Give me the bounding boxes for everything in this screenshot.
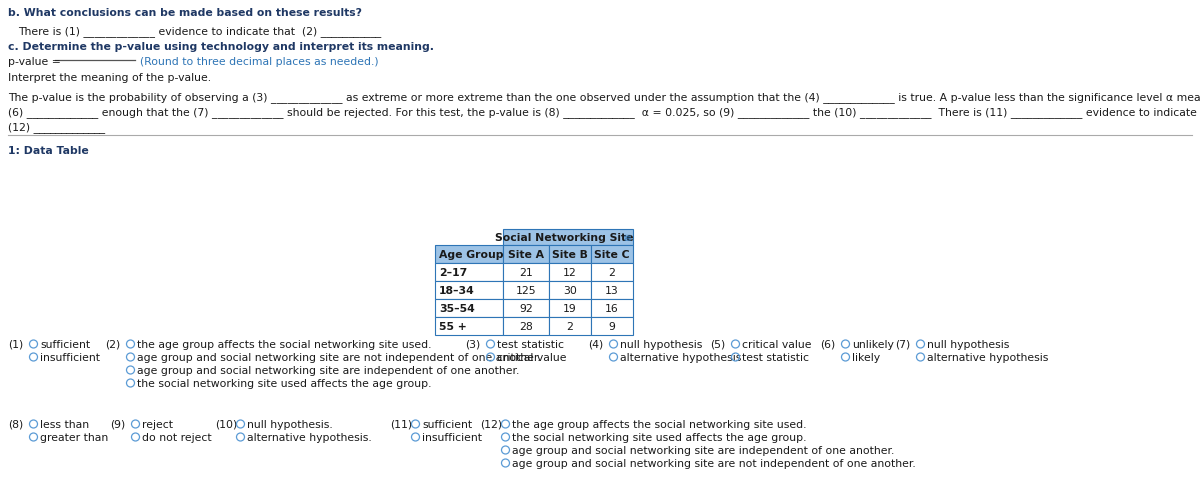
Text: age group and social networking site are independent of one another.: age group and social networking site are…: [512, 445, 894, 455]
Text: (4): (4): [588, 339, 604, 349]
Text: Social Networking Site: Social Networking Site: [494, 232, 634, 243]
Text: (3): (3): [466, 339, 480, 349]
FancyBboxPatch shape: [592, 317, 634, 335]
Text: (11): (11): [390, 419, 412, 429]
Text: likely: likely: [852, 352, 880, 362]
Text: ▤: ▤: [624, 233, 631, 242]
Text: critical value: critical value: [497, 352, 566, 362]
Text: null hypothesis: null hypothesis: [928, 339, 1009, 349]
Text: critical value: critical value: [742, 339, 811, 349]
Text: unlikely: unlikely: [852, 339, 894, 349]
Text: (Round to three decimal places as needed.): (Round to three decimal places as needed…: [140, 57, 379, 67]
Text: 21: 21: [520, 267, 533, 278]
FancyBboxPatch shape: [550, 282, 592, 299]
FancyBboxPatch shape: [503, 317, 550, 335]
FancyBboxPatch shape: [503, 245, 550, 264]
FancyBboxPatch shape: [436, 264, 503, 282]
Text: test statistic: test statistic: [497, 339, 564, 349]
Text: insufficient: insufficient: [40, 352, 100, 362]
FancyBboxPatch shape: [503, 264, 550, 282]
Text: alternative hypothesis: alternative hypothesis: [620, 352, 742, 362]
Text: p-value =: p-value =: [8, 57, 65, 67]
Text: the age group affects the social networking site used.: the age group affects the social network…: [512, 419, 806, 429]
FancyBboxPatch shape: [550, 264, 592, 282]
Text: 125: 125: [516, 285, 536, 295]
FancyBboxPatch shape: [503, 282, 550, 299]
Text: the age group affects the social networking site used.: the age group affects the social network…: [137, 339, 432, 349]
FancyBboxPatch shape: [436, 299, 503, 317]
FancyBboxPatch shape: [503, 229, 634, 245]
FancyBboxPatch shape: [550, 245, 592, 264]
Text: 18–34: 18–34: [439, 285, 475, 295]
Text: There is (1) _____________ evidence to indicate that  (2) ___________: There is (1) _____________ evidence to i…: [18, 26, 382, 37]
Text: reject: reject: [142, 419, 173, 429]
FancyBboxPatch shape: [436, 317, 503, 335]
Text: Interpret the meaning of the p-value.: Interpret the meaning of the p-value.: [8, 73, 211, 83]
Text: Site A: Site A: [508, 249, 544, 260]
Text: 28: 28: [520, 321, 533, 331]
Text: the social networking site used affects the age group.: the social networking site used affects …: [512, 432, 806, 442]
Text: 16: 16: [605, 304, 619, 313]
Text: alternative hypothesis.: alternative hypothesis.: [247, 432, 372, 442]
Text: c. Determine the p-value using technology and interpret its meaning.: c. Determine the p-value using technolog…: [8, 42, 434, 52]
Text: age group and social networking site are independent of one another.: age group and social networking site are…: [137, 365, 520, 375]
Text: 92: 92: [520, 304, 533, 313]
Text: 2: 2: [608, 267, 616, 278]
Text: greater than: greater than: [40, 432, 108, 442]
Text: 1: Data Table: 1: Data Table: [8, 146, 89, 156]
Text: do not reject: do not reject: [142, 432, 211, 442]
Text: age group and social networking site are not independent of one another.: age group and social networking site are…: [137, 352, 541, 362]
Text: (10): (10): [215, 419, 238, 429]
Text: 13: 13: [605, 285, 619, 295]
Text: 35–54: 35–54: [439, 304, 475, 313]
Text: 30: 30: [563, 285, 577, 295]
Text: age group and social networking site are not independent of one another.: age group and social networking site are…: [512, 458, 916, 468]
Text: Site B: Site B: [552, 249, 588, 260]
Text: test statistic: test statistic: [742, 352, 809, 362]
Text: null hypothesis: null hypothesis: [620, 339, 702, 349]
Text: The p-value is the probability of observing a (3) _____________ as extreme or mo: The p-value is the probability of observ…: [8, 92, 1200, 102]
Text: Age Group: Age Group: [439, 249, 504, 260]
Text: (2): (2): [106, 339, 120, 349]
Text: (5): (5): [710, 339, 725, 349]
Text: alternative hypothesis: alternative hypothesis: [928, 352, 1049, 362]
FancyBboxPatch shape: [550, 317, 592, 335]
Text: (6) _____________ enough that the (7) _____________ should be rejected. For this: (6) _____________ enough that the (7) __…: [8, 107, 1200, 118]
Text: 2–17: 2–17: [439, 267, 467, 278]
Text: (6): (6): [820, 339, 835, 349]
FancyBboxPatch shape: [592, 264, 634, 282]
Text: 12: 12: [563, 267, 577, 278]
Text: b. What conclusions can be made based on these results?: b. What conclusions can be made based on…: [8, 8, 362, 18]
Text: (9): (9): [110, 419, 125, 429]
Text: null hypothesis.: null hypothesis.: [247, 419, 332, 429]
FancyBboxPatch shape: [436, 245, 503, 264]
FancyBboxPatch shape: [592, 282, 634, 299]
Text: sufficient: sufficient: [40, 339, 90, 349]
Text: 9: 9: [608, 321, 616, 331]
Text: insufficient: insufficient: [422, 432, 482, 442]
Text: (12): (12): [480, 419, 502, 429]
Text: the social networking site used affects the age group.: the social networking site used affects …: [137, 378, 432, 388]
FancyBboxPatch shape: [592, 299, 634, 317]
Text: Site C: Site C: [594, 249, 630, 260]
Text: 55 +: 55 +: [439, 321, 467, 331]
FancyBboxPatch shape: [436, 282, 503, 299]
FancyBboxPatch shape: [550, 299, 592, 317]
Text: (1): (1): [8, 339, 23, 349]
Text: sufficient: sufficient: [422, 419, 472, 429]
FancyBboxPatch shape: [592, 245, 634, 264]
Text: 2: 2: [566, 321, 574, 331]
Text: (7): (7): [895, 339, 911, 349]
Text: (8): (8): [8, 419, 23, 429]
Text: less than: less than: [40, 419, 89, 429]
Text: (12) _____________: (12) _____________: [8, 122, 106, 133]
Text: 19: 19: [563, 304, 577, 313]
FancyBboxPatch shape: [503, 299, 550, 317]
